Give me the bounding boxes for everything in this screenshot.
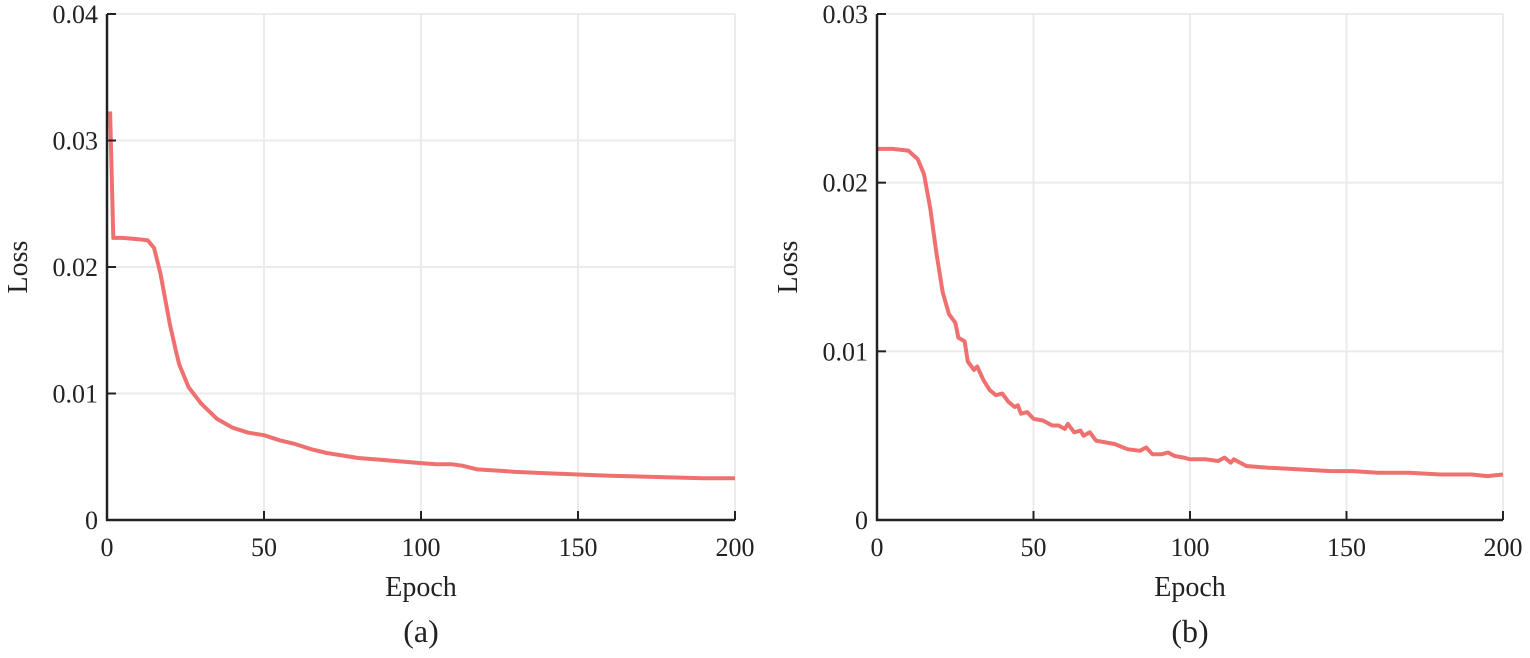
y-tick-label: 0.01 <box>823 337 869 366</box>
x-tick-label: 50 <box>1021 533 1047 562</box>
panel-label: (a) <box>403 613 439 649</box>
x-tick-label: 100 <box>1171 533 1210 562</box>
x-axis-label: Epoch <box>1154 572 1226 603</box>
y-tick-label: 0 <box>85 506 98 535</box>
y-tick-label: 0.04 <box>53 0 99 29</box>
y-tick-label: 0.03 <box>53 127 99 156</box>
loss-line <box>108 111 735 481</box>
x-tick-label: 50 <box>251 533 277 562</box>
plot-frame <box>107 13 736 520</box>
x-tick-label: 150 <box>1327 533 1366 562</box>
x-axis-label: Epoch <box>385 572 457 603</box>
y-tick-label: 0.03 <box>823 0 869 29</box>
panel-b: 0 0.01 0.02 0.03 0 50 100 150 200 Epoch Loss (b) <box>773 0 1523 649</box>
y-tick-label: 0.01 <box>53 380 99 409</box>
loss-line <box>877 146 1504 479</box>
y-tick-label: 0 <box>855 506 868 535</box>
plot-frame <box>877 13 1504 520</box>
panel-label: (b) <box>1171 613 1208 649</box>
y-axis-label: Loss <box>773 241 804 294</box>
x-tick-label: 200 <box>716 533 755 562</box>
x-tick-label: 200 <box>1484 533 1523 562</box>
x-tick-label: 0 <box>871 533 884 562</box>
y-tick-label: 0.02 <box>823 169 869 198</box>
x-tick-label: 100 <box>402 533 441 562</box>
x-tick-label: 150 <box>559 533 598 562</box>
x-tick-label: 0 <box>101 533 114 562</box>
y-axis-label: Loss <box>3 241 34 294</box>
panel-a: 0 0.01 0.02 0.03 0.04 0 50 100 150 200 Epoch Loss (a… <box>3 0 755 649</box>
y-tick-label: 0.02 <box>53 253 99 282</box>
